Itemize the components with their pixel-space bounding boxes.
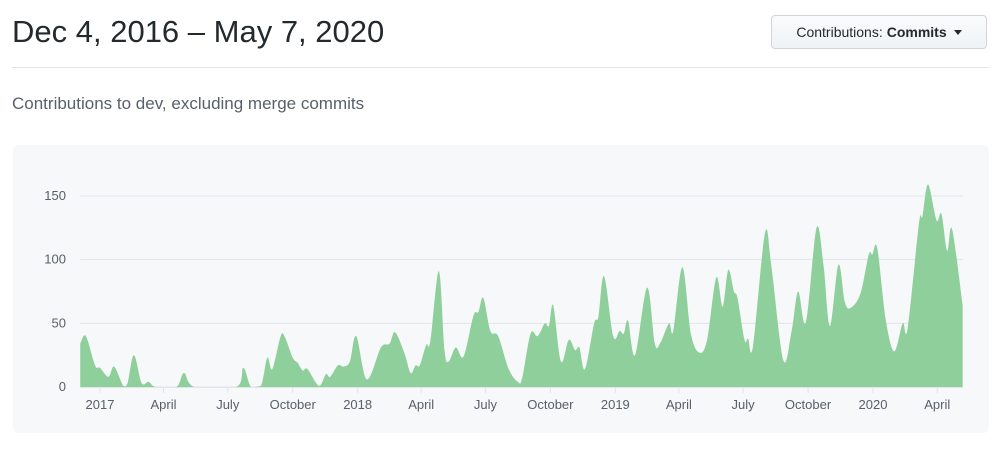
contributions-type-dropdown[interactable]: Contributions: Commits: [771, 15, 987, 49]
x-tick-label: 2017: [86, 397, 115, 412]
x-tick-label: October: [527, 397, 574, 412]
x-tick-label: April: [924, 397, 950, 412]
chart-subtitle: Contributions to dev, excluding merge co…: [12, 94, 365, 113]
dropdown-label: Contributions:: [796, 24, 883, 40]
x-tick-label: April: [666, 397, 692, 412]
x-tick-label: April: [151, 397, 177, 412]
divider: [12, 67, 989, 68]
x-tick-label: 2019: [601, 397, 630, 412]
x-tick-label: July: [216, 397, 240, 412]
x-tick-label: October: [785, 397, 832, 412]
x-tick-label: October: [270, 397, 317, 412]
dropdown-value: Commits: [886, 24, 947, 40]
x-tick-label: 2018: [343, 397, 372, 412]
y-tick-label: 0: [59, 379, 66, 394]
x-tick-label: April: [408, 397, 434, 412]
commits-area: [80, 184, 963, 387]
caret-down-icon: [953, 29, 962, 35]
x-tick-label: July: [732, 397, 756, 412]
y-tick-label: 100: [44, 252, 66, 267]
x-tick-label: 2020: [859, 397, 888, 412]
y-tick-label: 150: [44, 188, 66, 203]
page-title: Dec 4, 2016 – May 7, 2020: [12, 14, 385, 49]
y-tick-label: 50: [52, 315, 66, 330]
x-tick-label: July: [474, 397, 498, 412]
